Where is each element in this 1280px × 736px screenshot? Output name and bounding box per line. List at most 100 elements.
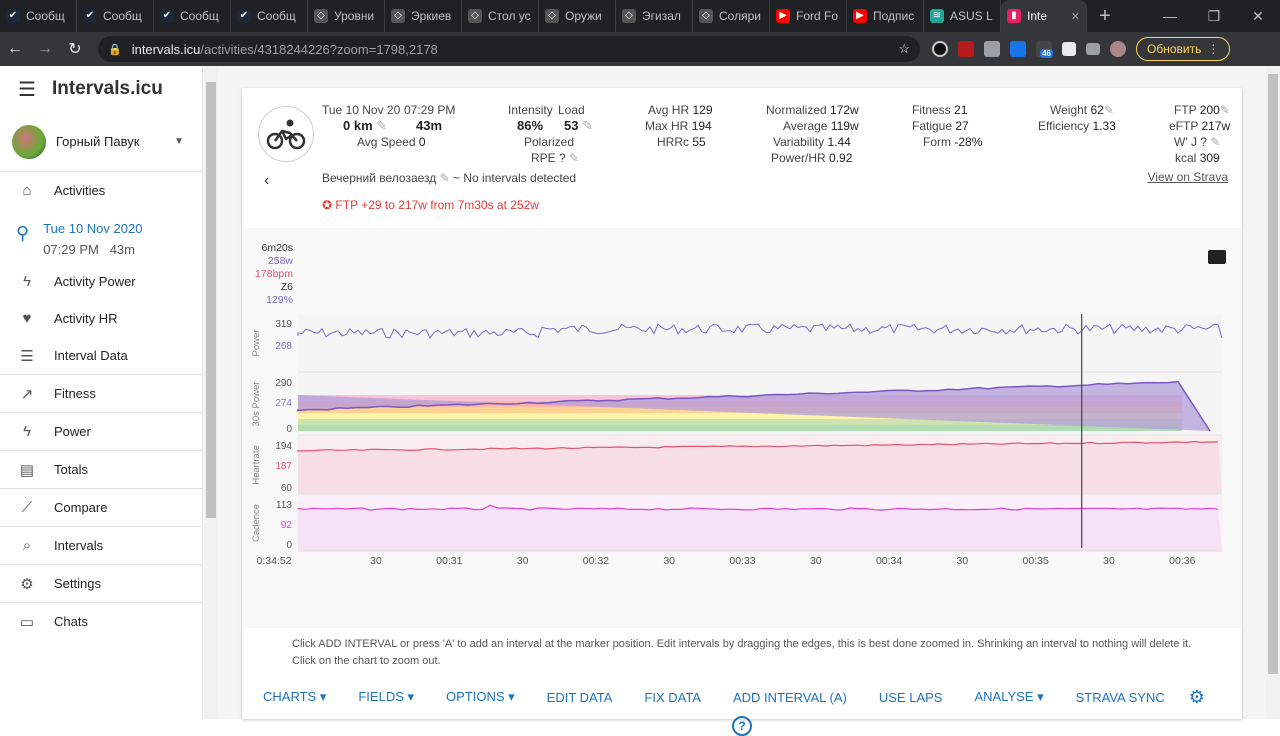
brand-title[interactable]: Intervals.icu (51, 78, 163, 99)
puzzle-icon[interactable] (1062, 42, 1076, 56)
page-scroll-thumb[interactable] (1268, 74, 1278, 674)
translate-icon[interactable] (1010, 41, 1026, 57)
browser-tab[interactable]: ▮ Inte ✕ (1001, 0, 1087, 32)
view-on-strava-link[interactable]: View on Strava (1147, 170, 1229, 184)
page-scrollbar[interactable] (1266, 66, 1280, 719)
edit-pencil-icon[interactable]: ✎ (1103, 103, 1114, 117)
browser-tab[interactable]: ◇ Эгизал (616, 0, 693, 32)
back-chevron-icon[interactable]: ‹ (264, 172, 270, 189)
ublock-icon[interactable] (958, 41, 974, 57)
sidebar-item-label: Activity Power (54, 274, 136, 289)
use-laps-button[interactable]: USE LAPS (878, 689, 943, 705)
chart-settings-gear-icon[interactable]: ⚙ (1188, 686, 1205, 707)
heartrate-area (298, 441, 1222, 494)
forward-arrow-icon[interactable]: → (37, 40, 53, 57)
new-tab-button[interactable]: + (1099, 5, 1111, 27)
load-value[interactable]: 53 ✎ (564, 118, 593, 133)
sidebar-item-activity-power[interactable]: ϟ Activity Power (0, 263, 202, 300)
sidebar-scrollbar[interactable] (204, 66, 218, 719)
activity-chart[interactable]: 6m20s 258w 178bpm Z6 129% Power 319 268 30s Powe… (242, 228, 1242, 628)
browser-tab-label: Стол ус (488, 9, 531, 23)
edit-pencil-icon[interactable]: ✎ (439, 171, 450, 185)
sidebar-item-power[interactable]: ϟ Power (0, 413, 202, 450)
edit-pencil-icon[interactable]: ✎ (582, 118, 593, 133)
caret-down-icon[interactable]: ▼ (174, 136, 184, 147)
sidebar-item-activities[interactable]: ⌂ Activities (0, 172, 202, 209)
sidebar-divider (0, 564, 202, 565)
options-menu-button[interactable]: OPTIONS ▾ (446, 689, 515, 704)
browser-tab[interactable]: ◇ Соляри (693, 0, 770, 32)
help-button[interactable]: ? (732, 716, 752, 736)
update-button[interactable]: Обновить ⋮ (1136, 37, 1231, 61)
home-icon: ⌂ (22, 182, 32, 199)
sidebar-item-activity-hr[interactable]: ♥ Activity HR (0, 300, 202, 337)
edit-pencil-icon[interactable]: ✎ (1219, 103, 1230, 117)
user-selector[interactable]: Горный Павук ▼ (0, 112, 202, 172)
more-icon[interactable]: ⋮ (1207, 42, 1220, 56)
wj-stat[interactable]: W' J ? ✎ (1174, 135, 1221, 149)
add-interval-button[interactable]: ADD INTERVAL (A) (732, 689, 847, 705)
edit-pencil-icon[interactable]: ✎ (569, 151, 580, 165)
browser-tab[interactable]: ≋ ASUS L (924, 0, 1001, 32)
fields-menu-button[interactable]: FIELDS ▾ (358, 689, 415, 704)
rpe-label[interactable]: RPE ? ✎ (531, 151, 580, 165)
playlist-icon[interactable] (1086, 43, 1100, 55)
sidebar-divider (0, 412, 202, 413)
close-window-icon[interactable]: ✕ (1252, 7, 1264, 24)
chart-comment-icon[interactable] (1208, 250, 1226, 264)
sidebar-scroll-thumb[interactable] (206, 82, 216, 518)
chart-y-tick: 268 (275, 341, 292, 352)
browser-tab-label: Ford Fo (796, 9, 839, 23)
minimize-icon[interactable]: — (1163, 8, 1177, 24)
edit-pencil-icon[interactable]: ✎ (376, 118, 388, 133)
charts-menu-button[interactable]: CHARTS ▾ (263, 689, 327, 704)
browser-tab[interactable]: ▶ Ford Fo (770, 0, 847, 32)
sidebar-item-settings[interactable]: ⚙ Settings (0, 565, 202, 602)
sidebar-item-intervals[interactable]: ⌕ Intervals (0, 527, 202, 564)
close-tab-icon[interactable]: ✕ (1070, 10, 1080, 23)
browser-tab[interactable]: ✔ Сообщ (154, 0, 231, 32)
browser-tab[interactable]: ◇ Уровни (308, 0, 385, 32)
browser-tab-label: Уровни (334, 9, 375, 23)
reload-icon[interactable]: ↻ (68, 41, 82, 58)
camera-icon[interactable] (984, 41, 1000, 57)
browser-tab[interactable]: ✔ Сообщ (0, 0, 77, 32)
strava-sync-button[interactable]: STRAVA SYNC (1075, 689, 1165, 705)
bookmark-star-icon[interactable]: ☆ (898, 41, 910, 56)
trend-icon: ↗ (20, 385, 34, 403)
browser-tab[interactable]: ◇ Эркиев (385, 0, 462, 32)
search-icon: ⌕ (22, 537, 32, 554)
avg-speed: Avg Speed 0 (357, 135, 426, 149)
browser-tab[interactable]: ▶ Подпис (847, 0, 924, 32)
ftp-alert: ✪ FTP +29 to 217w from 7m30s at 252w (322, 198, 539, 212)
extension-badge-icon[interactable]: 46 (1036, 41, 1053, 58)
browser-tab[interactable]: ✔ Сообщ (231, 0, 308, 32)
weight-stat[interactable]: Weight 62✎ (1050, 103, 1114, 117)
sidebar-current-activity[interactable]: ⚲ Tue 10 Nov 2020 07:29 PM 43m (0, 209, 202, 263)
fix-data-button[interactable]: FIX DATA (644, 689, 701, 705)
edit-data-button[interactable]: EDIT DATA (546, 689, 613, 705)
back-arrow-icon[interactable]: ← (7, 40, 23, 57)
bolt-icon: ϟ (23, 423, 31, 440)
browser-tab[interactable]: ✔ Сообщ (77, 0, 154, 32)
ftp-stat[interactable]: FTP 200✎ (1174, 103, 1230, 117)
extension-icon[interactable] (932, 41, 948, 57)
analyse-menu-button[interactable]: ANALYSE ▾ (974, 689, 1044, 704)
sidebar-item-chats[interactable]: ▭ Chats (0, 603, 202, 640)
activity-distance[interactable]: 0 km ✎ (343, 118, 388, 133)
sidebar-item-totals[interactable]: ▤ Totals (0, 451, 202, 488)
sidebar-item-compare[interactable]: ⟋ Compare (0, 489, 202, 526)
chart-y-tick: 60 (281, 483, 293, 494)
profile-avatar[interactable] (1110, 41, 1126, 57)
sidebar-item-fitness[interactable]: ↗ Fitness (0, 375, 202, 412)
hamburger-menu-icon[interactable]: ☰ (18, 78, 36, 101)
browser-tab[interactable]: ◇ Оружи (539, 0, 616, 32)
restore-icon[interactable]: ❐ (1207, 7, 1221, 24)
sidebar-item-interval-data[interactable]: ☰ Interval Data (0, 337, 202, 374)
edit-pencil-icon[interactable]: ✎ (1210, 135, 1221, 149)
browser-tab[interactable]: ◇ Стол ус (462, 0, 539, 32)
address-bar[interactable]: 🔒 intervals.icu /activities/4318244226?z… (98, 36, 920, 62)
average-power: Average 119w (783, 119, 859, 133)
activity-name[interactable]: Вечерний велозаезд ✎ ~ No intervals dete… (322, 171, 577, 185)
